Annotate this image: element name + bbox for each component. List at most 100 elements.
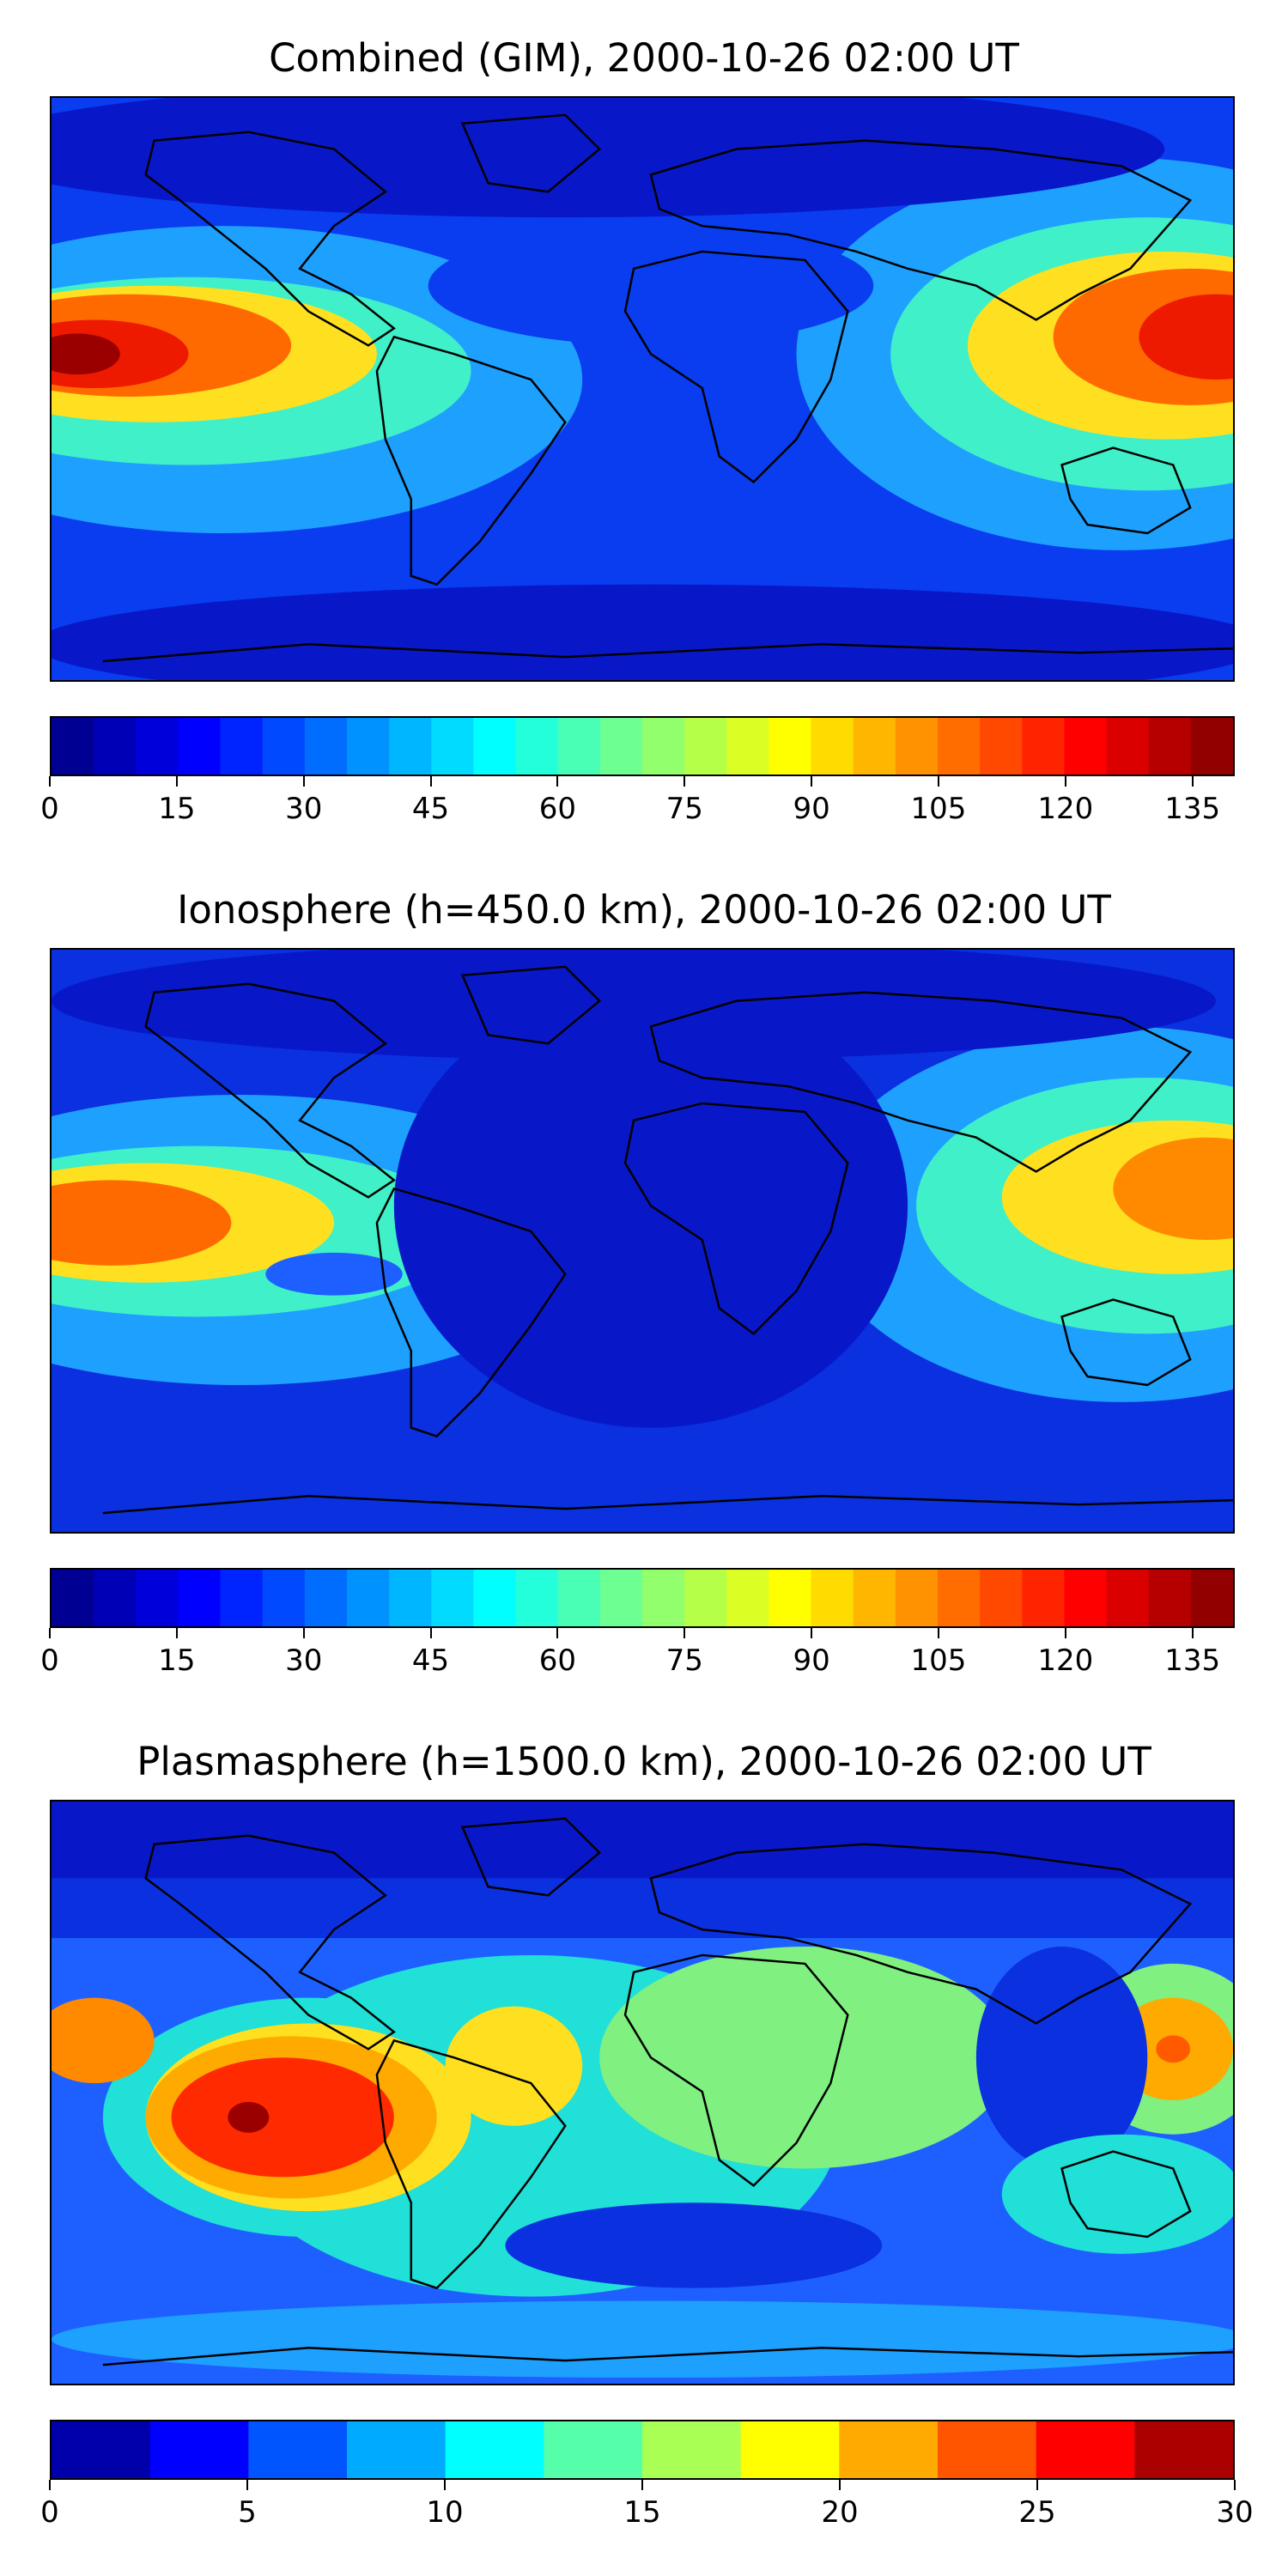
colorbar <box>50 2420 1235 2480</box>
colorbar-segment <box>642 2421 742 2478</box>
colorbar-segment <box>853 1570 896 1626</box>
colorbar-tick <box>839 2480 841 2490</box>
colorbar-segment <box>557 718 601 775</box>
coastlines <box>102 1817 1233 2366</box>
colorbar-tick-label: 60 <box>538 1643 577 1678</box>
colorbar-tick-label: 15 <box>158 792 196 826</box>
colorbar-segment <box>304 718 348 775</box>
colorbar-tick <box>429 776 432 787</box>
colorbar-tick <box>49 2480 51 2490</box>
colorbar-tick-label: 135 <box>1164 1643 1221 1678</box>
colorbar-segment <box>811 718 854 775</box>
tec-map-combined <box>50 96 1235 682</box>
colorbar-tick-label: 90 <box>793 1643 830 1678</box>
colorbar-tick-label: 135 <box>1164 792 1221 826</box>
colorbar-segment <box>938 2421 1037 2478</box>
colorbar-segment <box>726 718 770 775</box>
colorbar-segment <box>473 718 517 775</box>
colorbar <box>50 716 1235 776</box>
colorbar-segment <box>431 1570 475 1626</box>
colorbar-tick-label: 120 <box>1037 792 1094 826</box>
colorbar-segment <box>515 718 559 775</box>
colorbar-segment <box>262 1570 306 1626</box>
colorbar-ticks: 0 15 30 45 60 75 90 105 120 135 <box>40 776 1235 828</box>
colorbar-segment <box>52 2421 151 2478</box>
colorbar-segment <box>136 1570 179 1626</box>
colorbar-segment <box>52 1570 94 1626</box>
colorbar-segment <box>220 718 264 775</box>
colorbar-segment <box>304 1570 348 1626</box>
colorbar-segment <box>178 1570 222 1626</box>
colorbar-tick-label: 75 <box>665 792 703 826</box>
colorbar-segment <box>684 718 727 775</box>
colorbar-tick <box>175 776 178 787</box>
colorbar-segment <box>178 718 222 775</box>
colorbar-ticks: 0 15 30 45 60 75 90 105 120 135 <box>40 1628 1235 1680</box>
colorbar-tick-label: 15 <box>623 2495 661 2530</box>
colorbar-segment <box>980 718 1023 775</box>
colorbar-tick <box>1191 776 1194 787</box>
colorbar-segment <box>544 2421 643 2478</box>
colorbar-segment <box>769 718 812 775</box>
colorbar-segment <box>52 718 94 775</box>
tec-map-ionosphere <box>50 948 1235 1534</box>
colorbar-tick-label: 25 <box>1018 2495 1056 2530</box>
colorbar-segment <box>248 2421 348 2478</box>
colorbar-segment <box>1022 1570 1066 1626</box>
colorbar-segment <box>431 718 475 775</box>
colorbar-segment <box>389 1570 432 1626</box>
colorbar-tick <box>1191 1628 1194 1638</box>
panel-title: Combined (GIM), 2000-10-26 02:00 UT <box>269 35 1019 81</box>
colorbar-tick-label: 30 <box>285 1643 323 1678</box>
colorbar-tick-label: 105 <box>910 1643 967 1678</box>
colorbar-segment <box>1190 718 1233 775</box>
colorbar-segment <box>726 1570 770 1626</box>
colorbar-tick <box>444 2480 446 2490</box>
panel-title: Plasmasphere (h=1500.0 km), 2000-10-26 0… <box>137 1739 1151 1784</box>
colorbar-segment <box>136 718 179 775</box>
colorbar-segment <box>347 1570 390 1626</box>
colorbar-segment <box>515 1570 559 1626</box>
colorbar-tick-label: 30 <box>1216 2495 1254 2530</box>
colorbar-ticks: 0 5 10 15 20 25 30 <box>40 2480 1254 2531</box>
colorbar-segment <box>853 718 896 775</box>
colorbar-segment <box>642 718 685 775</box>
tec-field <box>52 98 1233 680</box>
colorbar-tick-label: 75 <box>665 1643 703 1678</box>
colorbar-segment <box>740 2421 840 2478</box>
colorbar-tick-label: 45 <box>411 1643 450 1678</box>
colorbar-tick-label: 30 <box>285 792 323 826</box>
colorbar-tick <box>938 776 939 787</box>
colorbar-tick-label: 0 <box>40 2495 59 2530</box>
colorbar-segment <box>938 718 981 775</box>
colorbar-segment <box>262 718 306 775</box>
colorbar-tick <box>811 776 813 787</box>
colorbar-segment <box>1106 718 1150 775</box>
colorbar-segment <box>389 718 432 775</box>
colorbar-tick <box>49 776 51 787</box>
colorbar-tick-label: 5 <box>238 2495 257 2530</box>
colorbar-tick <box>302 776 305 787</box>
colorbar-segment <box>895 718 939 775</box>
colorbar-tick <box>938 1628 939 1638</box>
colorbar-tick-label: 0 <box>40 792 59 826</box>
colorbar-segment <box>1148 718 1192 775</box>
map-svg <box>52 950 1233 1532</box>
colorbar-segment <box>557 1570 601 1626</box>
colorbar-tick-label: 10 <box>426 2495 464 2530</box>
colorbar-tick <box>302 1628 305 1638</box>
colorbar-segment <box>347 718 390 775</box>
colorbar-segment <box>599 1570 643 1626</box>
tec-field <box>52 1801 1233 2379</box>
colorbar-segment <box>94 718 137 775</box>
colorbar-segment <box>895 1570 939 1626</box>
colorbar-segment <box>473 1570 517 1626</box>
colorbar-segment <box>839 2421 939 2478</box>
colorbar <box>50 1568 1235 1628</box>
colorbar-tick <box>175 1628 178 1638</box>
colorbar-segment <box>445 2421 544 2478</box>
colorbar-svg <box>52 1570 1233 1626</box>
colorbar-tick-label: 15 <box>158 1643 196 1678</box>
colorbar-segment <box>1064 1570 1108 1626</box>
colorbar-tick <box>246 2480 248 2490</box>
